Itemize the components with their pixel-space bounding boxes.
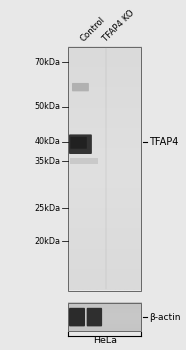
Text: 20kDa: 20kDa <box>34 237 60 246</box>
Bar <box>70 158 98 164</box>
FancyBboxPatch shape <box>72 83 89 91</box>
Text: HeLa: HeLa <box>93 336 117 345</box>
FancyBboxPatch shape <box>70 137 87 149</box>
FancyBboxPatch shape <box>87 308 102 327</box>
Bar <box>68 47 141 290</box>
Text: 35kDa: 35kDa <box>34 156 60 166</box>
Text: TFAP4 KO: TFAP4 KO <box>102 9 137 44</box>
Text: β-actin: β-actin <box>149 313 180 322</box>
Text: TFAP4: TFAP4 <box>149 137 178 147</box>
FancyBboxPatch shape <box>69 134 92 154</box>
Text: 40kDa: 40kDa <box>35 137 60 146</box>
Text: 25kDa: 25kDa <box>34 204 60 213</box>
Text: 50kDa: 50kDa <box>34 102 60 111</box>
Text: Control: Control <box>78 15 107 44</box>
FancyBboxPatch shape <box>69 308 85 327</box>
Bar <box>68 303 141 331</box>
Text: 70kDa: 70kDa <box>34 58 60 67</box>
